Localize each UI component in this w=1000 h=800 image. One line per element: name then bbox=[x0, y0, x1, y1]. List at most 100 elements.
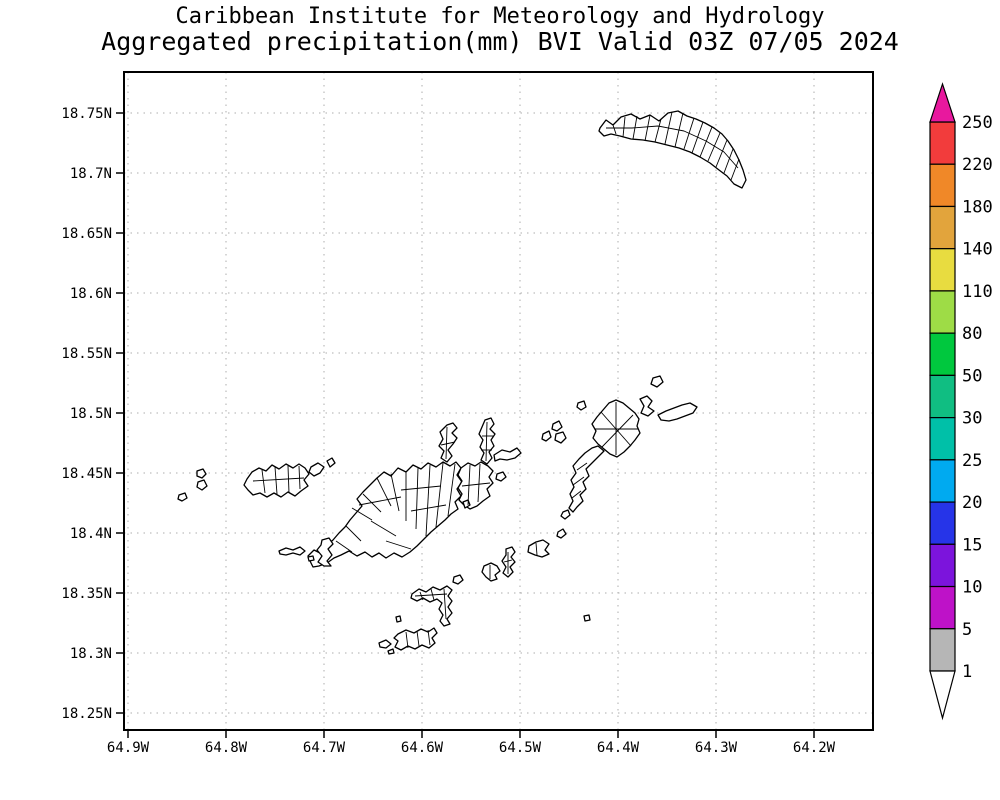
island-round-rock bbox=[556, 528, 567, 539]
island-mesh-line bbox=[416, 630, 420, 647]
y-tick-label: 18.35N bbox=[61, 586, 112, 602]
y-tick-label: 18.45N bbox=[61, 466, 112, 482]
x-tick-label: 64.3W bbox=[695, 740, 738, 756]
colorbar-label: 250 bbox=[962, 113, 993, 133]
colorbar-label: 30 bbox=[962, 409, 982, 429]
colorbar-label: 20 bbox=[962, 493, 982, 513]
island-mesh-line bbox=[715, 139, 728, 168]
island-mesh-line bbox=[414, 593, 448, 597]
colorbar-segment bbox=[929, 585, 956, 630]
colorbar-segment bbox=[929, 290, 956, 334]
colorbar-label: 80 bbox=[962, 324, 982, 344]
island-thatch-speck bbox=[307, 555, 315, 562]
y-tick-label: 18.3N bbox=[70, 646, 112, 662]
island-mesh-line bbox=[351, 507, 373, 521]
island-mesh-line bbox=[576, 462, 588, 471]
island-eustatia-chain bbox=[657, 402, 698, 422]
colorbar-segment bbox=[929, 205, 956, 250]
colorbar-label: 15 bbox=[962, 535, 982, 555]
island-sandy-cay-1 bbox=[196, 468, 207, 479]
island-mesh-line bbox=[335, 540, 353, 553]
island-mesh-line bbox=[723, 148, 734, 174]
island-mesh-line bbox=[287, 465, 290, 494]
y-tick-label: 18.65N bbox=[61, 226, 112, 242]
island-mesh-line bbox=[400, 485, 442, 491]
island-anegada bbox=[598, 110, 747, 189]
island-sandy-cay-2 bbox=[196, 479, 208, 491]
island-mesh-line bbox=[654, 118, 662, 143]
island-mesh-line bbox=[358, 496, 402, 506]
colorbar-segment bbox=[929, 121, 956, 165]
island-marina-cay bbox=[495, 471, 507, 482]
colorbar-segment bbox=[929, 417, 956, 461]
colorbar-segment bbox=[929, 459, 956, 503]
island-carrot-rock bbox=[583, 614, 591, 622]
organization-title: Caribbean Institute for Meteorology and … bbox=[175, 4, 825, 29]
island-mesh-line bbox=[477, 463, 481, 503]
island-pelican-island bbox=[395, 615, 402, 623]
colorbar-label: 180 bbox=[962, 197, 993, 217]
island-prickly-pear bbox=[639, 395, 655, 417]
island-mesh-line bbox=[415, 467, 419, 530]
island-mesh-line bbox=[707, 132, 721, 162]
island-mesh-line bbox=[298, 465, 301, 490]
island-mesh-line bbox=[345, 525, 362, 542]
island-mesh-line bbox=[644, 114, 651, 142]
island-sandy-spit bbox=[177, 492, 188, 502]
island-mesh-line bbox=[435, 462, 444, 528]
island-little-thatch bbox=[278, 546, 306, 556]
colorbar-label: 110 bbox=[962, 282, 993, 302]
colorbar-label: 25 bbox=[962, 451, 982, 471]
colorbar-label: 220 bbox=[962, 155, 993, 175]
island-tortola bbox=[307, 461, 463, 568]
island-mesh-line bbox=[730, 158, 740, 181]
colorbar-segment bbox=[929, 248, 956, 292]
y-tick-label: 18.7N bbox=[70, 166, 112, 182]
colorbar-label: 10 bbox=[962, 578, 982, 598]
island-mesh-line bbox=[606, 125, 739, 169]
island-mesh-line bbox=[572, 476, 585, 486]
colorbar-arrow-bottom bbox=[929, 670, 956, 721]
island-mesh-line bbox=[376, 477, 392, 507]
island-mesh-line bbox=[461, 482, 491, 487]
island-mesh-line bbox=[622, 116, 626, 138]
y-tick-label: 18.55N bbox=[61, 346, 112, 362]
x-tick-label: 64.8W bbox=[205, 740, 248, 756]
island-dead-chest bbox=[452, 574, 464, 585]
colorbar-label: 5 bbox=[962, 620, 972, 640]
colorbar-arrow-top bbox=[929, 82, 956, 123]
island-frenchmans-cay bbox=[316, 537, 334, 567]
y-tick-label: 18.25N bbox=[61, 706, 112, 722]
colorbar-label: 1 bbox=[962, 662, 972, 682]
island-mesh-line bbox=[600, 411, 632, 447]
island-mesh-line bbox=[261, 469, 266, 494]
x-tick-label: 64.4W bbox=[597, 740, 640, 756]
island-mesh-line bbox=[427, 629, 431, 646]
island-guana-island bbox=[438, 422, 458, 463]
island-dog-island-great bbox=[554, 431, 567, 444]
island-jost-van-dyke bbox=[243, 463, 310, 498]
colorbar-label: 50 bbox=[962, 366, 982, 386]
island-norman-spit bbox=[387, 648, 395, 655]
island-mesh-line bbox=[447, 463, 456, 517]
colorbar-segment bbox=[929, 628, 956, 672]
y-tick-label: 18.5N bbox=[70, 406, 112, 422]
colorbar-segment bbox=[929, 163, 956, 208]
x-tick-label: 64.5W bbox=[499, 740, 542, 756]
colorbar-segment bbox=[929, 501, 956, 545]
island-mesh-line bbox=[485, 421, 488, 462]
colorbar-label: 140 bbox=[962, 240, 993, 260]
island-mesh-line bbox=[390, 473, 400, 512]
island-mesh-line bbox=[571, 490, 582, 499]
island-mesh-line bbox=[370, 520, 397, 537]
island-salt-island bbox=[481, 562, 501, 582]
island-norman-west bbox=[378, 639, 392, 649]
island-mesh-line bbox=[612, 124, 617, 135]
island-great-camanoe bbox=[478, 417, 496, 465]
plot-frame bbox=[123, 71, 874, 731]
island-mesh-line bbox=[601, 414, 634, 448]
island-dog-island-george bbox=[551, 420, 563, 432]
island-mesh-line bbox=[503, 559, 513, 563]
